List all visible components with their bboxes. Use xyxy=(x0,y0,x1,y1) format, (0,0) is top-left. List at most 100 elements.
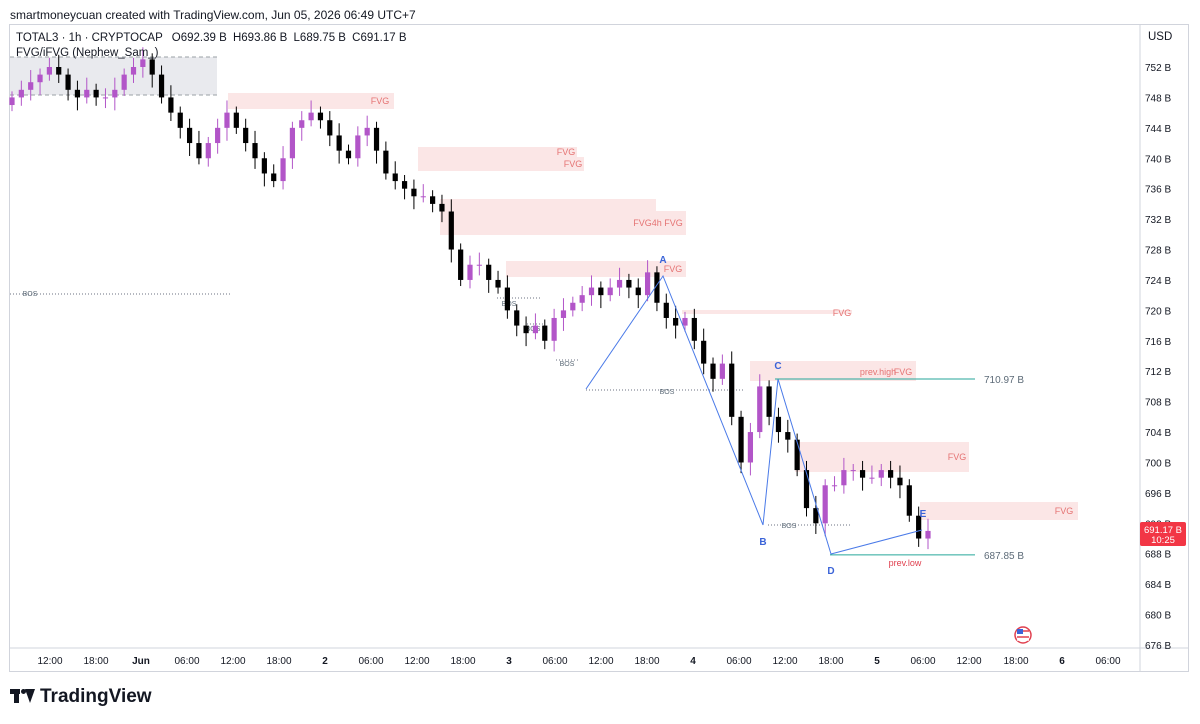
candle-body xyxy=(271,173,277,182)
candle-body xyxy=(916,515,922,539)
fvg-label: FVG xyxy=(833,308,852,318)
chart-caption: smartmoneycuan created with TradingView.… xyxy=(10,8,416,22)
tradingview-logo[interactable]: TradingView xyxy=(10,686,152,708)
x-tick-label: 06:00 xyxy=(726,656,751,667)
fvg-zone xyxy=(506,261,686,277)
swing-label-d: D xyxy=(827,566,834,577)
current-price-countdown: 10:25 xyxy=(1151,535,1175,546)
y-tick-label: 748 B xyxy=(1145,93,1171,104)
candle-body xyxy=(112,89,118,98)
x-tick-label: 06:00 xyxy=(1095,656,1120,667)
candle-body xyxy=(644,272,651,296)
candle-body xyxy=(747,432,754,463)
candle-body xyxy=(654,272,660,303)
candle-body xyxy=(719,363,725,379)
level-label-high: 710.97 B xyxy=(984,375,1024,386)
candle-body xyxy=(168,97,174,113)
y-tick-label: 740 B xyxy=(1145,154,1171,165)
candle-body xyxy=(93,89,99,98)
y-tick-label: 688 B xyxy=(1145,550,1171,561)
x-tick-label: 12:00 xyxy=(404,656,429,667)
candle-body xyxy=(504,287,510,311)
tradingview-brand: TradingView xyxy=(40,686,152,707)
x-tick-label: 06:00 xyxy=(542,656,567,667)
candle-body xyxy=(710,363,716,379)
fvg-label: FVG xyxy=(664,264,683,274)
indicator-label[interactable]: FVG/iFVG (Nephew_Sam_) xyxy=(16,47,159,59)
us-flag-event-icon[interactable] xyxy=(1014,626,1032,644)
candle-body xyxy=(785,432,791,440)
candle-body xyxy=(878,470,884,478)
chart-frame xyxy=(9,24,1189,672)
swing-label-b: B xyxy=(759,537,766,548)
candle-body xyxy=(430,196,436,204)
x-tick-label: 06:00 xyxy=(910,656,935,667)
candle-body xyxy=(243,127,249,144)
candle-body xyxy=(738,416,744,463)
candle-body xyxy=(495,279,501,288)
candle-body xyxy=(252,143,258,159)
x-tick-label: 4 xyxy=(690,656,696,667)
y-tick-label: 716 B xyxy=(1145,337,1171,348)
candle-body xyxy=(56,67,62,75)
x-tick-label: 18:00 xyxy=(1003,656,1028,667)
candle-body xyxy=(803,470,810,509)
x-tick-label: 12:00 xyxy=(956,656,981,667)
candle-body xyxy=(37,74,43,83)
x-tick-label: 12:00 xyxy=(220,656,245,667)
candle-body xyxy=(336,135,342,151)
candle-body xyxy=(701,340,707,364)
y-tick-label: 708 B xyxy=(1145,398,1171,409)
candle-body xyxy=(570,302,576,311)
candle-body xyxy=(261,158,267,174)
high-value: H693.86 B xyxy=(232,32,288,44)
symbol-label[interactable]: TOTAL3 · 1h · CRYPTOCAP xyxy=(16,32,163,44)
level-label-low: 687.85 B xyxy=(984,551,1024,562)
bos-label: BOS xyxy=(782,523,797,530)
range-box xyxy=(10,57,217,95)
candle-body xyxy=(74,89,81,98)
candle-body xyxy=(663,302,669,318)
x-tick-label: 18:00 xyxy=(450,656,475,667)
currency-label[interactable]: USD xyxy=(1148,31,1173,43)
fvg-zone xyxy=(682,310,852,314)
y-tick-label: 704 B xyxy=(1145,428,1171,439)
candle-body xyxy=(327,120,333,136)
candle-body xyxy=(158,74,165,98)
candle-body xyxy=(476,264,482,266)
y-tick-label: 728 B xyxy=(1145,246,1171,257)
candle-body xyxy=(560,310,567,318)
candle-body xyxy=(579,295,585,303)
candle-body xyxy=(888,470,894,478)
x-tick-label: 12:00 xyxy=(37,656,62,667)
candle-body xyxy=(906,485,912,516)
candle-body xyxy=(224,112,230,128)
candle-body xyxy=(729,363,735,417)
candle-body xyxy=(467,264,473,280)
y-tick-label: 696 B xyxy=(1145,489,1171,500)
x-tick-label: 12:00 xyxy=(772,656,797,667)
candle-body xyxy=(448,211,454,250)
y-tick-label: 684 B xyxy=(1145,580,1171,591)
candle-body xyxy=(364,127,370,136)
candle-body xyxy=(551,317,557,341)
swing-label-a: A xyxy=(659,255,666,266)
candle-body xyxy=(532,325,539,334)
candle-body xyxy=(514,310,520,326)
fvg-zone xyxy=(440,211,686,235)
bos-label: BOS xyxy=(23,291,38,298)
candle-body xyxy=(523,325,529,334)
fvg-zone xyxy=(418,157,584,171)
candle-body xyxy=(186,127,193,144)
candle-body xyxy=(794,439,800,471)
candle-body xyxy=(299,120,305,128)
open-value: O692.39 B xyxy=(171,32,227,44)
candle-body xyxy=(18,89,24,98)
x-tick-label: 06:00 xyxy=(174,656,199,667)
current-price-tag xyxy=(1140,522,1186,546)
candle-body xyxy=(196,143,202,159)
chart-legend: TOTAL3 · 1h · CRYPTOCAP O692.39 B H693.8… xyxy=(16,31,407,61)
x-tick-label: 18:00 xyxy=(634,656,659,667)
candle-body xyxy=(607,287,613,296)
